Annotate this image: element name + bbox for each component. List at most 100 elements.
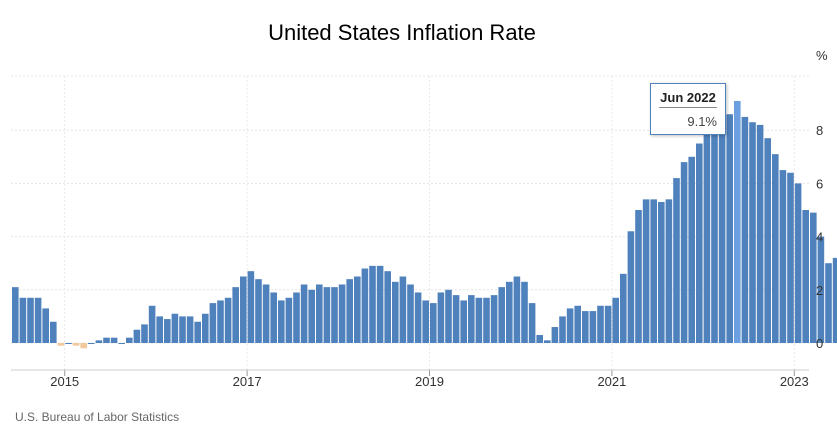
bar[interactable] [468, 295, 475, 343]
bar[interactable] [72, 343, 80, 346]
bar[interactable] [832, 257, 837, 343]
bar[interactable] [217, 300, 224, 343]
bar[interactable] [414, 292, 422, 343]
bar[interactable] [308, 289, 315, 343]
bar[interactable] [50, 321, 57, 343]
bar[interactable] [825, 263, 832, 343]
bar[interactable] [346, 279, 353, 343]
bar[interactable] [126, 337, 133, 343]
bar[interactable] [278, 300, 285, 343]
bar[interactable] [156, 316, 163, 343]
bar[interactable] [734, 100, 741, 343]
bar[interactable] [658, 202, 665, 343]
bar[interactable] [627, 231, 635, 343]
bar[interactable] [384, 271, 391, 343]
bar[interactable] [240, 276, 247, 344]
bar[interactable] [361, 268, 369, 343]
bar[interactable] [392, 281, 399, 343]
bar[interactable] [544, 340, 551, 343]
bar[interactable] [756, 124, 764, 343]
bar[interactable] [338, 284, 346, 343]
bar[interactable] [323, 287, 331, 343]
bar[interactable] [718, 122, 726, 343]
bar[interactable] [559, 316, 566, 343]
bar[interactable] [179, 316, 186, 343]
bar[interactable] [574, 305, 581, 343]
bar[interactable] [209, 303, 217, 343]
bar[interactable] [772, 154, 779, 343]
bar[interactable] [749, 122, 756, 343]
bar[interactable] [787, 172, 794, 343]
bar[interactable] [703, 132, 711, 343]
bar[interactable] [589, 311, 597, 343]
bar[interactable] [582, 311, 589, 343]
bar[interactable] [528, 303, 536, 343]
bar[interactable] [642, 199, 650, 343]
bar[interactable] [650, 199, 657, 343]
bar[interactable] [779, 170, 787, 343]
bar[interactable] [597, 305, 604, 343]
bar[interactable] [711, 116, 718, 344]
bar[interactable] [262, 284, 270, 343]
bar[interactable] [110, 337, 118, 343]
bar[interactable] [34, 297, 42, 343]
bar[interactable] [566, 308, 574, 343]
bar[interactable] [422, 300, 429, 343]
bar[interactable] [726, 114, 733, 344]
bar[interactable] [551, 327, 559, 343]
bar[interactable] [118, 343, 125, 344]
bar[interactable] [88, 343, 95, 344]
bar[interactable] [475, 297, 483, 343]
bar[interactable] [536, 335, 543, 343]
bar[interactable] [103, 337, 110, 343]
bar[interactable] [95, 340, 103, 343]
bar[interactable] [810, 212, 817, 343]
bar[interactable] [407, 284, 414, 343]
bar[interactable] [186, 316, 194, 343]
bar[interactable] [680, 162, 688, 343]
bar[interactable] [376, 265, 384, 343]
bar[interactable] [521, 281, 528, 343]
bar[interactable] [506, 281, 513, 343]
bar[interactable] [399, 276, 407, 344]
bar[interactable] [285, 297, 293, 343]
bar[interactable] [665, 199, 673, 343]
bar[interactable] [316, 284, 323, 343]
bar[interactable] [604, 305, 612, 343]
bar[interactable] [354, 276, 361, 344]
bar[interactable] [247, 271, 255, 343]
bar[interactable] [133, 329, 141, 343]
bar[interactable] [202, 313, 209, 343]
bar[interactable] [194, 321, 201, 343]
bar[interactable] [498, 287, 505, 343]
bar[interactable] [12, 287, 19, 343]
bar[interactable] [635, 210, 642, 343]
bar[interactable] [270, 292, 277, 343]
bar[interactable] [331, 287, 338, 343]
bar[interactable] [57, 343, 65, 346]
bar[interactable] [696, 143, 703, 344]
bar[interactable] [612, 297, 619, 343]
bar[interactable] [255, 279, 262, 343]
bar[interactable] [65, 343, 72, 344]
bar[interactable] [817, 236, 825, 343]
bar[interactable] [300, 284, 308, 343]
bar[interactable] [148, 305, 156, 343]
bar[interactable] [802, 210, 809, 343]
bar[interactable] [164, 319, 171, 343]
bar[interactable] [513, 276, 521, 344]
bar[interactable] [437, 292, 445, 343]
bar[interactable] [27, 297, 34, 343]
bar[interactable] [224, 297, 232, 343]
bar[interactable] [460, 300, 467, 343]
bar[interactable] [171, 313, 179, 343]
bar[interactable] [490, 295, 498, 343]
bar[interactable] [688, 156, 695, 343]
bar[interactable] [369, 265, 376, 343]
bar[interactable] [80, 343, 87, 349]
bar[interactable] [452, 295, 460, 343]
bar[interactable] [673, 178, 680, 343]
bar[interactable] [42, 308, 49, 343]
bar[interactable] [445, 289, 452, 343]
bar[interactable] [741, 116, 749, 344]
